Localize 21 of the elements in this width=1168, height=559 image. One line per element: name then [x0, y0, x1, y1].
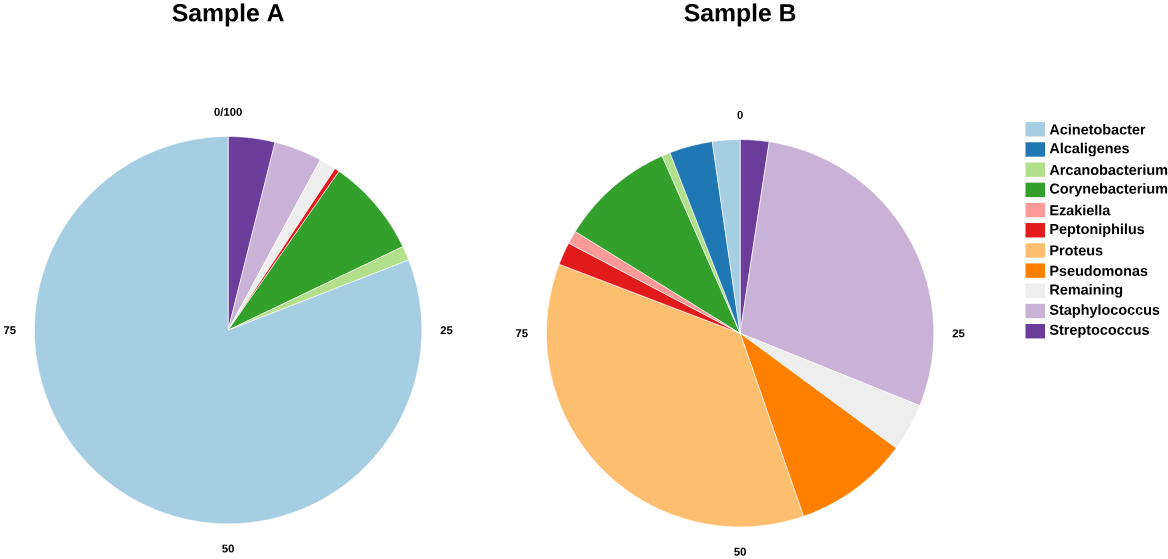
legend-label: Remaining — [1050, 284, 1123, 298]
text: 0 — [737, 110, 743, 119]
text: 75 — [3, 326, 16, 335]
legend-label: Corynebacterium — [1049, 183, 1168, 197]
legend-label: Streptococcus — [1049, 324, 1149, 338]
chart-title: Sample A — [172, 3, 284, 27]
text: 50 — [222, 544, 234, 553]
legend-label: Pseudomonas — [1050, 265, 1148, 276]
chart-title: Sample B — [684, 3, 796, 27]
text: 50 — [734, 547, 746, 556]
legend-label: Alcaligenes — [1049, 142, 1129, 157]
text: 75 — [515, 329, 528, 338]
legend-label: Proteus — [1050, 245, 1103, 256]
text: 25 — [440, 326, 453, 335]
legend-label: Ezakiella — [1050, 204, 1111, 216]
legend-label: Peptoniphilus — [1050, 223, 1145, 237]
legend-label: Acinetobacter — [1049, 123, 1146, 135]
legend-label: Arcanobacterium — [1049, 164, 1168, 175]
text: 25 — [952, 329, 965, 338]
legend-label: Staphylococcus — [1049, 304, 1160, 318]
text: 0/100 — [214, 107, 242, 116]
